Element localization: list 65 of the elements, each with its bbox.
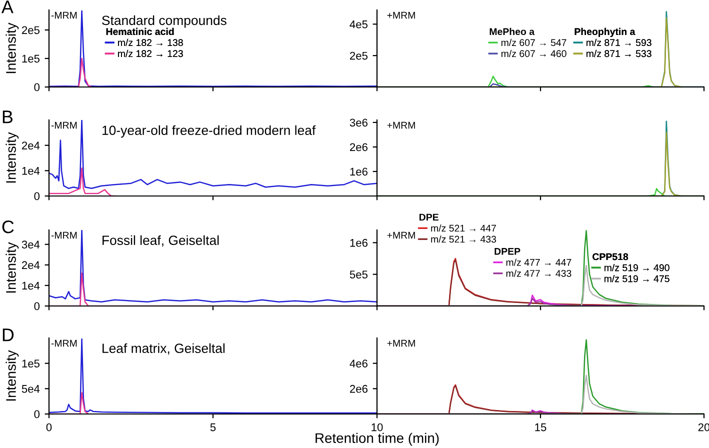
x-tick-label: 5 xyxy=(210,423,216,432)
chart-subtitle: -MRM xyxy=(51,232,77,239)
y-tick-label: 2e6 xyxy=(350,384,368,393)
text: D xyxy=(2,328,14,342)
y-tick-label: 2e4 xyxy=(22,261,40,270)
chart-title: Fossil leaf, Geiseltal xyxy=(102,235,219,247)
y-axis-title: Intensity xyxy=(6,132,19,183)
legend-label: m/z 519 → 490 xyxy=(604,264,670,272)
y-tick-label: 2e5 xyxy=(350,52,368,60)
text: A xyxy=(1,0,14,14)
y-axis-title: Intensity xyxy=(6,350,19,401)
annotation: CPP518 xyxy=(592,253,628,260)
legend-label: m/z 519 → 475 xyxy=(604,275,670,282)
legend-label: m/z 607 → 547 xyxy=(501,38,566,46)
legend-label: m/z 521 → 447 xyxy=(431,224,496,232)
legend-label: m/z 521 → 433 xyxy=(431,236,496,243)
y-tick-label: 1e6 xyxy=(350,168,368,176)
legend-label: m/z 477 → 433 xyxy=(506,270,572,277)
chart-subtitle: -MRM xyxy=(51,122,77,129)
legend-label: m/z 477 → 447 xyxy=(506,258,572,266)
chart-subtitle: +MRM xyxy=(387,340,415,347)
x-axis-title: Retention time (min) xyxy=(316,432,439,446)
chart-subtitle: +MRM xyxy=(387,12,415,19)
legend-label: m/z 182 → 138 xyxy=(118,38,183,46)
chart-subtitle: +MRM xyxy=(387,232,415,239)
chart-title: 10-year-old freeze-dried modern leaf xyxy=(102,125,316,138)
chart-subtitle: -MRM xyxy=(51,340,77,347)
y-axis-title: Intensity xyxy=(6,22,19,74)
annotation: DPEP xyxy=(494,248,520,255)
legend-label: m/z 871 → 593 xyxy=(586,38,652,46)
text: DPE xyxy=(419,214,438,221)
y-tick-label: 4e5 xyxy=(350,20,368,28)
text: B xyxy=(2,110,13,124)
y-tick-label: 0 xyxy=(34,83,40,92)
x-tick-label: 0 xyxy=(46,423,52,432)
y-tick-label: 3e6 xyxy=(350,118,368,127)
y-tick-label: 2e6 xyxy=(350,143,368,152)
y-tick-label: 0 xyxy=(34,410,40,418)
chart-title: Standard compounds xyxy=(102,15,226,28)
annotation: Pheophytin a xyxy=(574,28,636,37)
chart-subtitle: +MRM xyxy=(387,122,415,129)
y-axis-title: Intensity xyxy=(6,242,19,293)
y-tick-label: 0 xyxy=(34,302,40,310)
y-tick-label: 2e5 xyxy=(22,26,40,34)
annotation: MePheo a xyxy=(490,28,535,36)
chart-title: Leaf matrix, Geiseltal xyxy=(102,343,225,355)
y-tick-label: 1e6 xyxy=(350,238,368,247)
y-tick-label: 4e6 xyxy=(350,360,368,368)
chart-subtitle: -MRM xyxy=(51,12,77,19)
y-tick-label: 5e4 xyxy=(22,385,40,393)
legend-label: m/z 871 → 533 xyxy=(586,50,652,58)
text: C xyxy=(2,220,14,234)
y-tick-label: 1e4 xyxy=(22,282,40,290)
legend-title: Hematinic acid xyxy=(106,28,174,36)
y-tick-label: 0 xyxy=(34,192,40,200)
y-tick-label: 2e4 xyxy=(22,142,40,150)
legend-label: m/z 182 → 123 xyxy=(118,50,183,58)
y-tick-label: 3e4 xyxy=(22,240,40,249)
y-tick-label: 1e5 xyxy=(22,360,40,368)
x-tick-label: 15 xyxy=(535,423,546,432)
y-tick-label: 5e5 xyxy=(350,270,368,278)
y-tick-label: 1e4 xyxy=(22,167,40,175)
y-tick-label: 1e5 xyxy=(22,54,40,63)
x-tick-label: 10 xyxy=(372,423,383,432)
legend-label: m/z 607 → 460 xyxy=(501,50,566,58)
